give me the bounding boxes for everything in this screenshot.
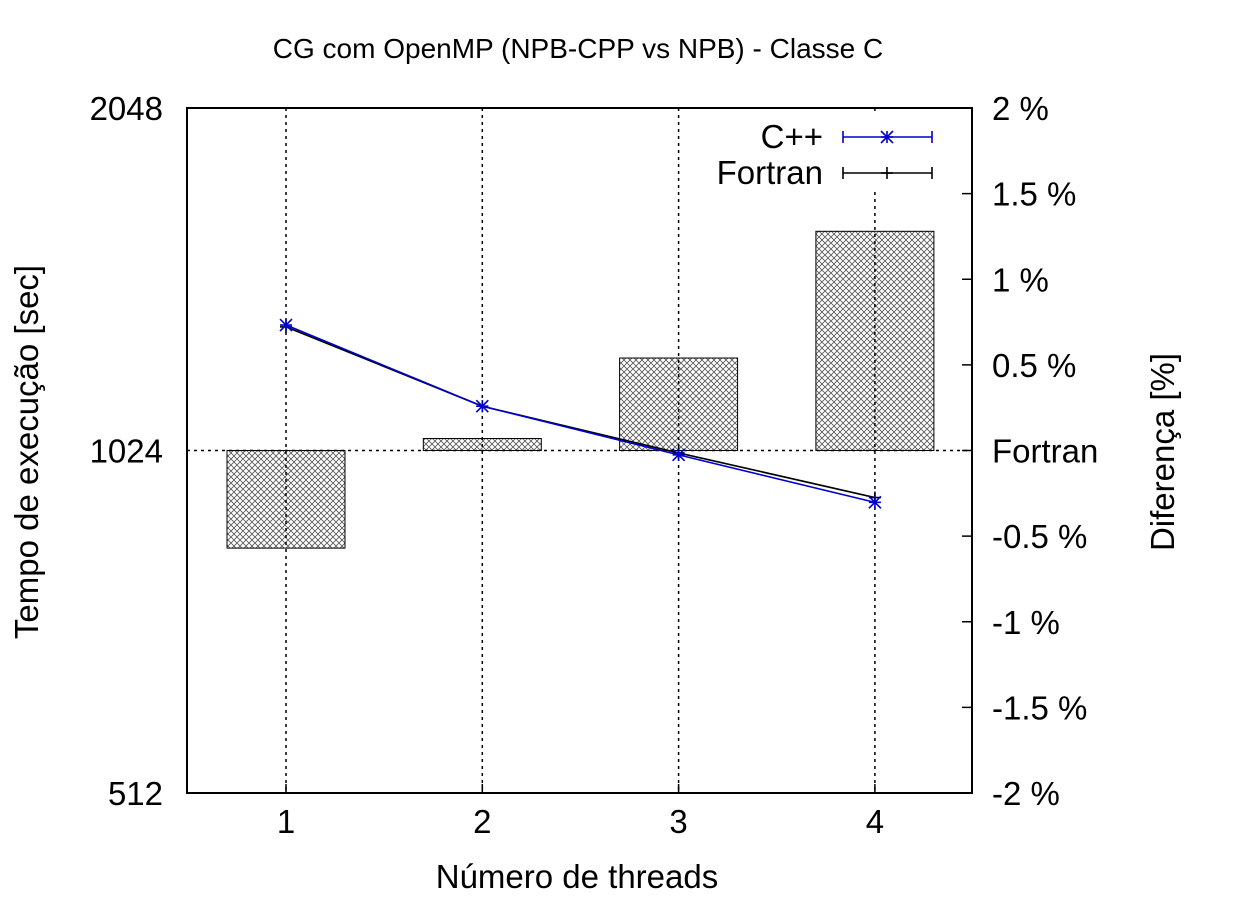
legend-label-fortran: Fortran	[717, 154, 823, 191]
axis-ticks: 1 2 3 4 512 1024 2048 -2 % -1.5 % -1 % -0.5 % Fortr…	[90, 90, 1099, 840]
legend: C++Fortran	[717, 118, 933, 191]
legend-marker-c-	[880, 130, 894, 144]
x-tick-label-3: 3	[669, 803, 687, 840]
grid-lines	[187, 108, 972, 793]
series-line-fortran	[285, 326, 876, 499]
point-c--2	[475, 399, 489, 413]
y2-tick-label-1: -1.5 %	[992, 689, 1087, 726]
point-c--1	[279, 318, 293, 332]
y2-tick-label-6: 1 %	[992, 261, 1049, 298]
y-tick-label-1024: 1024	[90, 433, 163, 470]
legend-marker-fortran	[881, 167, 893, 179]
y2-tick-label-7: 1.5 %	[992, 176, 1076, 213]
y2-tick-label-0: -2 %	[992, 775, 1060, 812]
y2-tick-label-4: Fortran	[992, 433, 1098, 470]
y2-axis-label: Diferença [%]	[1144, 353, 1181, 551]
difference-bars	[226, 230, 935, 549]
x-axis-label: Número de threads	[436, 858, 718, 895]
series-lines	[279, 318, 882, 509]
y-tick-label-512: 512	[108, 775, 163, 812]
y-tick-label-2048: 2048	[90, 90, 163, 127]
y2-tick-label-8: 2 %	[992, 90, 1049, 127]
y2-tick-label-2: -1 %	[992, 604, 1060, 641]
x-tick-label-2: 2	[473, 803, 491, 840]
x-tick-label-4: 4	[866, 803, 884, 840]
y-axis-label: Tempo de execução [sec]	[8, 265, 45, 639]
point-c--4	[868, 495, 882, 509]
point-c--3	[672, 448, 686, 462]
y2-tick-label-3: -0.5 %	[992, 518, 1087, 555]
y2-tick-label-5: 0.5 %	[992, 347, 1076, 384]
legend-label-c-: C++	[761, 118, 823, 155]
series-line-c-	[285, 324, 876, 504]
chart-title: CG com OpenMP (NPB-CPP vs NPB) - Classe …	[273, 33, 883, 64]
x-tick-label-1: 1	[277, 803, 295, 840]
legend-background	[835, 112, 955, 188]
